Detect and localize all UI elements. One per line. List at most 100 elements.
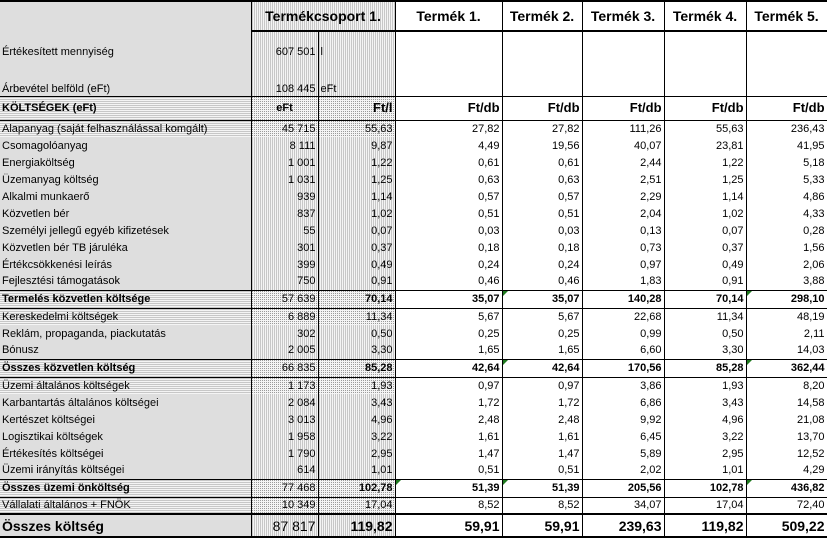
cell-product: 205,56	[582, 478, 665, 498]
cell-product: 1,72	[395, 394, 503, 411]
cell-product: 1,25	[664, 171, 747, 188]
cell-product: 0,51	[502, 462, 583, 479]
cell-ft-l: 1,14	[318, 188, 396, 205]
cell-product: 48,19	[746, 308, 827, 325]
cell-product: 0,24	[395, 256, 503, 273]
row-label: Közvetlen bér	[0, 205, 252, 222]
cell-product: 0,46	[395, 273, 503, 290]
cell-eft: 1 031	[251, 171, 319, 188]
subtotal-direct-production: Termelés közvetlen költsége 57 639 70,14 35…	[0, 289, 827, 309]
revenue-unit: eFt	[318, 61, 396, 97]
row-label: Üzemi általános költségek	[0, 377, 252, 394]
cell-product: 51,39	[395, 478, 503, 498]
cell-product: 0,13	[582, 222, 665, 239]
row-label: Termelés közvetlen költsége	[0, 289, 252, 309]
cell-ft-l: 1,25	[318, 171, 396, 188]
cell-eft: 3 013	[251, 411, 319, 428]
cell-eft: 614	[251, 462, 319, 479]
cell-product: 0,37	[664, 239, 747, 256]
unit-ft-db: Ft/db	[582, 96, 665, 121]
empty-cell	[746, 61, 827, 97]
cell-product: 1,93	[664, 377, 747, 394]
revenue-label: Árbevétel belföld (eFt)	[0, 61, 252, 97]
cell-product: 1,61	[395, 428, 503, 445]
header-blank-cell	[0, 0, 252, 31]
cell-product: 0,03	[502, 222, 583, 239]
cell-product: 0,46	[502, 273, 583, 290]
row-label: Bónusz	[0, 342, 252, 359]
cell-product: 1,02	[664, 205, 747, 222]
cell-product: 2,04	[582, 205, 665, 222]
cell-product: 102,78	[664, 478, 747, 498]
cell-ft-l: 9,87	[318, 137, 396, 154]
revenue-value: 108 445	[251, 61, 319, 97]
subtotal-row: Termelés közvetlen költsége 57 639 70,14 35…	[0, 289, 827, 309]
cell-ft-l: 0,91	[318, 273, 396, 290]
cost-row: Energiaköltség 1 001 1,22 0,61 0,61 2,44 1,22 5…	[0, 154, 827, 171]
cell-eft: 399	[251, 256, 319, 273]
cell-product: 0,28	[746, 222, 827, 239]
cost-row: Üzemi irányítás költségei 614 1,01 0,51 0,51…	[0, 462, 827, 479]
cell-ft-l: 3,30	[318, 342, 396, 359]
cell-eft: 6 889	[251, 308, 319, 325]
cell-product: 0,49	[664, 256, 747, 273]
cell-product: 3,88	[746, 273, 827, 290]
cell-product: 21,08	[746, 411, 827, 428]
cell-eft: 55	[251, 222, 319, 239]
cell-product: 0,24	[502, 256, 583, 273]
cell-product: 1,65	[395, 342, 503, 359]
cost-row: Reklám, propaganda, piackutatás 302 0,50 0,…	[0, 325, 827, 342]
cell-product: 41,95	[746, 137, 827, 154]
cell-product: 0,25	[502, 325, 583, 342]
product-header: Termék 1.	[395, 0, 503, 32]
cell-product: 0,91	[664, 273, 747, 290]
cell-product: 13,70	[746, 428, 827, 445]
cell-ft-l: 70,14	[318, 289, 396, 309]
cell-product: 27,82	[395, 120, 503, 137]
cell-product: 1,61	[502, 428, 583, 445]
cost-row: Üzemi általános költségek 1 173 1,93 0,97 0,…	[0, 377, 827, 394]
cell-product: 170,56	[582, 358, 665, 378]
cell-product: 2,48	[502, 411, 583, 428]
cell-eft: 1 958	[251, 428, 319, 445]
cell-product: 0,97	[395, 377, 503, 394]
cell-ft-l: 0,37	[318, 239, 396, 256]
cell-product: 0,51	[395, 205, 503, 222]
product-header: Termék 4.	[664, 0, 747, 32]
cost-rows-group-2: Kereskedelmi költségek 6 889 11,34 5,67 5,67…	[0, 308, 827, 359]
cell-eft: 1 001	[251, 154, 319, 171]
cell-product: 12,52	[746, 445, 827, 462]
row-label: Logisztikai költségek	[0, 428, 252, 445]
cell-eft: 301	[251, 239, 319, 256]
header-row: Termékcsoport 1. Termék 1. Termék 2. Ter…	[0, 0, 827, 32]
empty-cell	[395, 61, 503, 97]
cost-row: Bónusz 2 005 3,30 1,65 1,65 6,60 3,30 14,03	[0, 342, 827, 359]
row-label: Alkalmi munkaerő	[0, 188, 252, 205]
cell-product: 2,51	[582, 171, 665, 188]
quantity-label: Értékesített mennyiség	[0, 31, 252, 61]
empty-cell	[582, 31, 665, 61]
row-label: Kereskedelmi költségek	[0, 308, 252, 325]
cell-product: 42,64	[502, 358, 583, 378]
cell-product: 0,73	[582, 239, 665, 256]
cell-product: 6,45	[582, 428, 665, 445]
cost-row: Alkalmi munkaerő 939 1,14 0,57 0,57 2,29 1,14 4…	[0, 188, 827, 205]
cell-product: 0,25	[395, 325, 503, 342]
cell-product: 140,28	[582, 289, 665, 309]
cell-product: 2,11	[746, 325, 827, 342]
unit-ft-db: Ft/db	[746, 96, 827, 121]
subtotal-direct-total: Összes közvetlen költség 66 835 85,28 42,64…	[0, 358, 827, 378]
cell-eft: 10 349	[251, 497, 319, 514]
unit-ft-db: Ft/db	[664, 96, 747, 121]
subtotal-plant-cost: Összes üzemi önköltség 77 468 102,78 51,39 5…	[0, 478, 827, 498]
cell-ft-l: 85,28	[318, 358, 396, 378]
cell-product: 3,22	[664, 428, 747, 445]
cell-ft-l: 0,07	[318, 222, 396, 239]
cell-ft-l: 4,96	[318, 411, 396, 428]
cell-product: 298,10	[746, 289, 827, 309]
cost-row: Alapanyag (saját felhasználással komgált…	[0, 120, 827, 137]
subtotal-row: Összes közvetlen költség 66 835 85,28 42,64…	[0, 358, 827, 378]
empty-cell	[664, 61, 747, 97]
cell-eft: 77 468	[251, 478, 319, 498]
